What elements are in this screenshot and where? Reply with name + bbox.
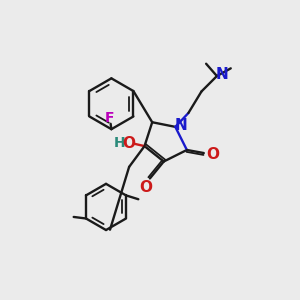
Text: H: H (114, 136, 126, 150)
Text: O: O (206, 147, 220, 162)
Text: N: N (215, 67, 228, 82)
Text: O: O (123, 136, 136, 151)
Text: N: N (174, 118, 187, 133)
Text: O: O (139, 180, 152, 195)
Text: F: F (105, 111, 115, 125)
